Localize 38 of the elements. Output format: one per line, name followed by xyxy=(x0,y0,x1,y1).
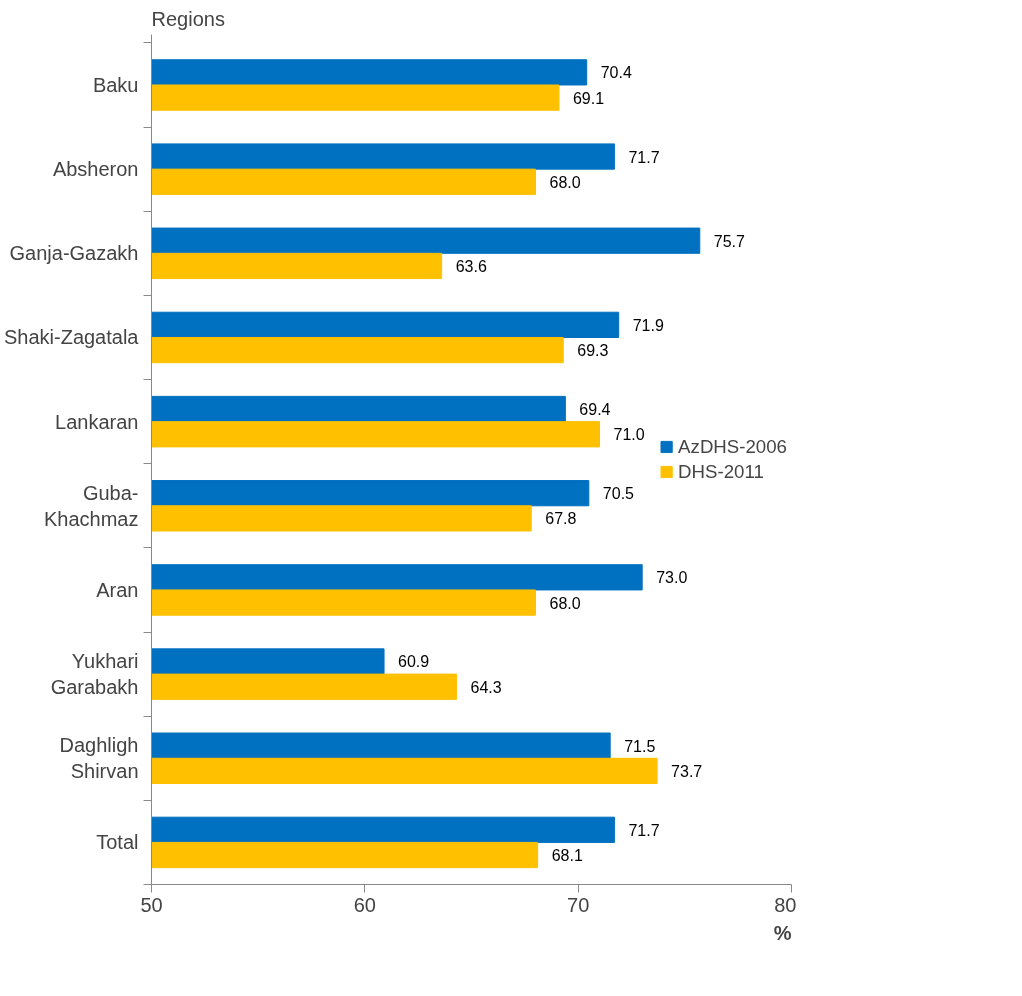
data-label: 63.6 xyxy=(455,257,487,275)
x-tick-label: 70 xyxy=(567,893,590,916)
data-label: 71.5 xyxy=(624,737,656,755)
data-label: 60.9 xyxy=(398,653,430,671)
y-axis-title: Regions xyxy=(151,7,225,30)
data-label: 70.5 xyxy=(602,485,635,503)
legend-label: DHS-2011 xyxy=(678,460,764,483)
data-label: 69.4 xyxy=(579,401,611,418)
data-label: 75.7 xyxy=(713,232,746,250)
data-label: 73.0 xyxy=(656,569,688,587)
data-label: 70.4 xyxy=(600,64,632,82)
x-tick-label: 50 xyxy=(140,893,163,916)
x-axis-title: % xyxy=(773,921,792,944)
y-tick-label: Yukhari Garabakh xyxy=(50,649,139,699)
y-tick-label: Guba- Khachmaz xyxy=(44,481,139,530)
x-tick-label: 60 xyxy=(353,893,376,916)
data-label: 69.3 xyxy=(577,342,609,360)
y-tick-label: Absheron xyxy=(52,158,139,181)
data-label: 71.7 xyxy=(628,821,660,839)
y-tick-label: Aran xyxy=(96,578,139,601)
legend-label: AzDHS-2006 xyxy=(678,435,787,458)
y-tick-label: Baku xyxy=(92,74,139,96)
y-tick-label: Ganja-Gazakh xyxy=(9,242,139,265)
data-label: 71.7 xyxy=(628,148,660,166)
y-tick-label: Shaki-Zagatala xyxy=(3,326,140,349)
data-label: 73.7 xyxy=(671,762,703,780)
y-tick-label: Total xyxy=(96,831,139,854)
y-tick-label: Lankaran xyxy=(55,410,139,433)
x-tick-label: 80 xyxy=(774,893,797,916)
data-label: 68.0 xyxy=(549,173,581,191)
y-tick-label: Daghligh Shirvan xyxy=(59,734,139,783)
data-label: 71.0 xyxy=(613,426,645,444)
data-label: 68.0 xyxy=(549,594,581,612)
data-label: 67.8 xyxy=(545,510,577,528)
data-label: 69.1 xyxy=(572,89,605,107)
data-label: 71.9 xyxy=(632,316,664,334)
data-label: 68.1 xyxy=(551,847,583,865)
data-label: 64.3 xyxy=(470,678,502,696)
